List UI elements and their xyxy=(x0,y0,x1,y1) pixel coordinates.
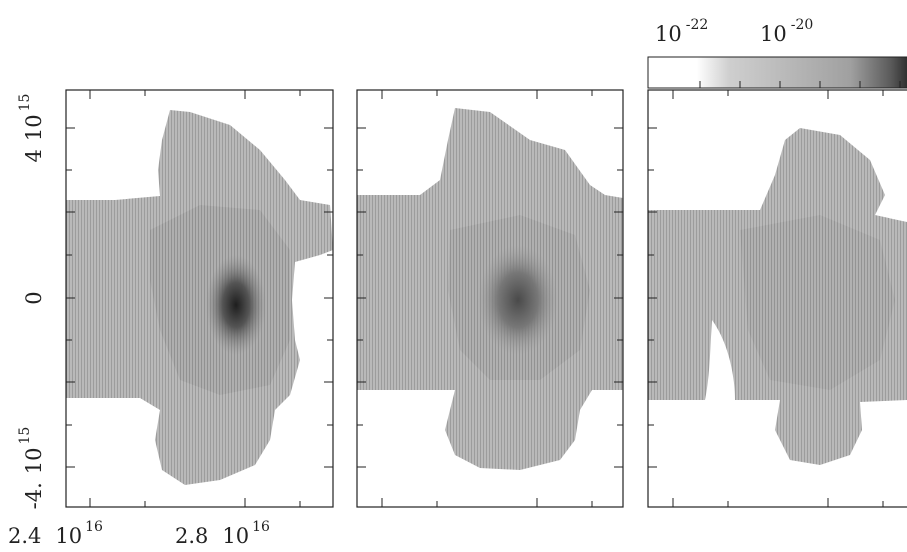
colorbar-label-0: 10 -22 xyxy=(655,17,708,46)
x-tick-label-mantissa: 2.8 xyxy=(175,524,208,548)
colorbar-label-base: 10 xyxy=(655,22,682,46)
panel-1-frame xyxy=(65,89,334,508)
panel-1-map xyxy=(66,110,333,485)
y-tick-label-base: 10 xyxy=(22,114,46,141)
panel-3-gap xyxy=(705,320,735,400)
x-tick-label-base: 10 xyxy=(222,524,249,548)
panel-3-frame xyxy=(647,89,907,508)
panel-3-inner-density xyxy=(740,215,895,390)
y-tick-label-0: 4 10 15 xyxy=(17,94,46,163)
y-tick-label-1: 0 xyxy=(22,291,46,304)
colorbar-label-exp: -20 xyxy=(791,17,814,33)
x-tick-label-base: 10 xyxy=(55,524,82,548)
panel-2-frame xyxy=(356,89,624,508)
y-tick-label-2: -4. 10 15 xyxy=(17,427,46,510)
x-tick-label-exp: 16 xyxy=(85,519,103,535)
colorbar-label-exp: -22 xyxy=(686,17,709,33)
colorbar-label-1: 10 -20 xyxy=(760,17,813,46)
x-tick-label-exp: 16 xyxy=(252,519,270,535)
panel-1-core xyxy=(206,255,266,355)
y-tick-label-text: 4 10 15 xyxy=(17,94,46,163)
x-tick-label-mantissa: 2.4 xyxy=(8,524,41,548)
colorbar-label-base: 10 xyxy=(760,22,787,46)
y-tick-label-exp: 15 xyxy=(17,427,33,445)
panel-2-map xyxy=(357,108,623,470)
colorbar-strip xyxy=(647,56,907,89)
panel-2-core xyxy=(478,245,558,355)
y-tick-label-text: -4. 10 15 xyxy=(17,427,46,510)
y-tick-label-base: 10 xyxy=(22,447,46,474)
y-tick-label-mantissa: -4. xyxy=(22,482,46,509)
y-tick-label-mantissa: 4 xyxy=(22,149,46,162)
y-tick-label-exp: 15 xyxy=(17,94,33,112)
y-tick-label-text: 0 xyxy=(22,291,46,304)
panel-3-map xyxy=(648,128,907,465)
colorbar xyxy=(647,56,907,89)
x-tick-label-0: 2.4 10 16 xyxy=(8,519,103,548)
x-tick-label-1: 2.8 10 16 xyxy=(175,519,270,548)
